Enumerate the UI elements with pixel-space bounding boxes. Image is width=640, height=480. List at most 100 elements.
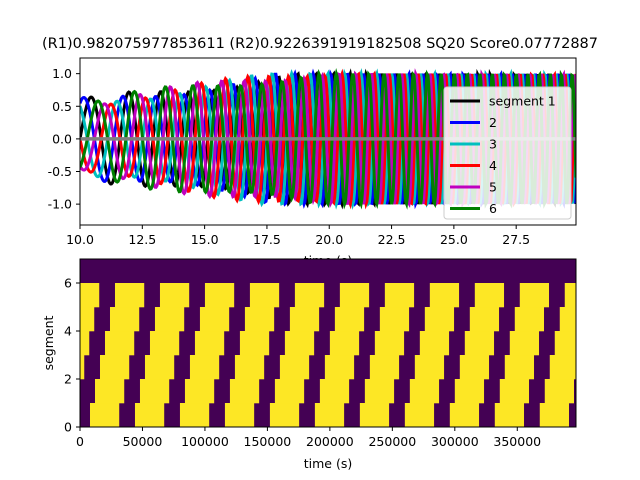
y-tick-label: -1.0: [48, 197, 72, 212]
x-tick-label: 10.0: [66, 232, 94, 247]
x-tick-label: 17.5: [253, 232, 281, 247]
x-tick-label: 250000: [368, 434, 416, 449]
heatmap-cell: [324, 355, 355, 380]
heatmap-cell: [199, 307, 230, 332]
x-tick-label: 0: [76, 434, 84, 449]
heatmap-cell: [464, 331, 495, 356]
legend-entry: 4: [489, 158, 497, 173]
heatmap-cell: [80, 283, 100, 308]
legend-entry: 2: [489, 115, 497, 130]
heatmap-cell: [239, 331, 270, 356]
y-axis-label-bottom: segment: [41, 315, 56, 370]
line-chart: (R1)0.982075977853611 (R2)0.922639191918…: [42, 36, 598, 268]
heatmap-cell: [429, 283, 460, 308]
x-tick-label: 200000: [306, 434, 354, 449]
heatmap-cell: [80, 331, 90, 356]
x-tick-label: 300000: [431, 434, 479, 449]
x-tick-label: 20.0: [315, 232, 343, 247]
y-tick-label: -0.5: [48, 164, 72, 179]
heatmap-cell: [149, 331, 180, 356]
heatmap-cell: [454, 379, 485, 404]
y-tick-label: 0.0: [52, 131, 72, 146]
heatmap-cell: [234, 355, 265, 380]
legend: segment 1 2 3 4 5 6: [443, 86, 572, 220]
y-tick-label: 1.0: [52, 66, 72, 81]
y-axis-ticks: 1.0 0.5 0.0 -0.5 -1.0: [48, 66, 80, 212]
x-tick-label: 15.0: [191, 232, 219, 247]
heatmap-cell: [80, 355, 85, 380]
heatmap-cell: [144, 355, 175, 380]
heatmap-cell: [194, 331, 225, 356]
heatmap-cell: [374, 331, 405, 356]
y-tick-label: 0: [64, 420, 72, 435]
heatmap-cell: [184, 379, 215, 404]
heatmap-cell: [499, 379, 530, 404]
heatmap-cell: [154, 307, 185, 332]
heatmap-cell: [274, 379, 305, 404]
heatmap-cell: [339, 283, 370, 308]
heatmap-cell: [559, 307, 576, 332]
chart-title: (R1)0.982075977853611 (R2)0.922639191918…: [42, 36, 598, 52]
heatmap-cell: [514, 307, 545, 332]
heatmap-cell: [134, 403, 165, 428]
heatmap-cell: [469, 307, 500, 332]
legend-entry: 5: [489, 180, 497, 195]
heatmap-cell: [94, 379, 125, 404]
heatmap-cell: [409, 379, 440, 404]
heatmap-cell: [554, 331, 576, 356]
plot-frame-bottom: [79, 258, 577, 428]
heatmap-cell: [379, 307, 410, 332]
x-tick-label: 25.0: [440, 232, 468, 247]
heatmap-cell: [504, 355, 535, 380]
heatmap-cell: [329, 331, 360, 356]
heatmap-cell: [359, 403, 390, 428]
heatmap-cell: [189, 355, 220, 380]
heatmap-cell: [159, 283, 190, 308]
x-tick-label: 12.5: [128, 232, 156, 247]
heatmap-cell: [89, 403, 120, 428]
x-tick-label: 50000: [123, 434, 163, 449]
heatmap-cell: [384, 283, 415, 308]
heatmap-cell: [314, 403, 345, 428]
heatmap-cell: [114, 283, 145, 308]
series-line-6: [80, 67, 576, 210]
y-tick-label: 4: [64, 324, 72, 339]
heatmap-cell: [294, 283, 325, 308]
heatmap-cell: [224, 403, 255, 428]
x-axis-label-bottom: time (s): [304, 456, 352, 471]
y-axis-ticks-bottom: 0 2 4 6: [64, 276, 80, 435]
heatmap-cell: [269, 403, 300, 428]
heatmap-cell: [80, 307, 95, 332]
y-tick-label: 6: [64, 276, 72, 291]
heatmap-cells: [80, 259, 576, 428]
heatmap-cell: [544, 379, 575, 404]
heatmap-cell: [424, 307, 455, 332]
heatmap-cell: [404, 403, 435, 428]
x-tick-label: 350000: [493, 434, 541, 449]
legend-entry: 3: [489, 137, 497, 152]
heatmap-cell: [549, 355, 576, 380]
x-tick-label: 22.5: [378, 232, 406, 247]
x-tick-label: 150000: [244, 434, 292, 449]
heatmap-cell: [204, 283, 235, 308]
plot-frame: [79, 57, 577, 226]
y-tick-label: 2: [64, 372, 72, 387]
x-axis-ticks: 10.0 12.5 15.0 17.5 20.0 22.5 25.0 27.5: [66, 225, 530, 247]
heatmap-cell: [99, 355, 130, 380]
heatmap-cell: [509, 331, 540, 356]
x-tick-label: 100000: [181, 434, 229, 449]
heatmap-cell: [449, 403, 480, 428]
heatmap-cell: [519, 283, 550, 308]
heatmap-cell: [364, 379, 395, 404]
legend-entry: 6: [489, 201, 497, 216]
heatmap-cell: [459, 355, 490, 380]
heatmap-cell: [139, 379, 170, 404]
heatmap-cell: [179, 403, 210, 428]
heatmap-cell: [104, 331, 135, 356]
heatmap-cell: [414, 355, 445, 380]
legend-entry: segment 1: [489, 94, 556, 109]
heatmap-cell: [539, 403, 570, 428]
heatmap-cell: [284, 331, 315, 356]
heatmap-cell: [249, 283, 280, 308]
